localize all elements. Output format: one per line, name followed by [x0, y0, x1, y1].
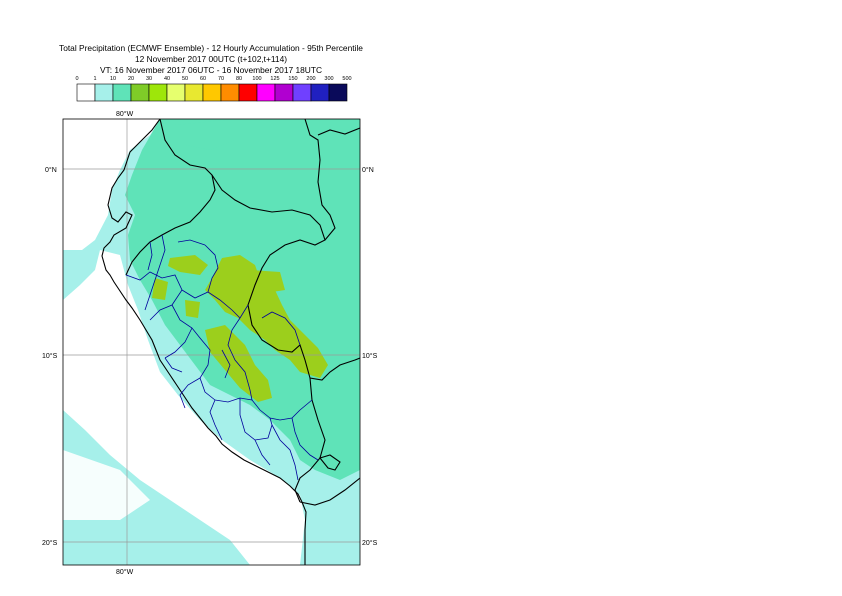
legend-swatch: [274, 83, 294, 102]
legend-swatch: [130, 83, 150, 102]
legend-swatch: [76, 83, 96, 102]
lon-label-bottom: 80°W: [116, 568, 134, 576]
map-title-line-1: Total Precipitation (ECMWF Ensemble) - 1…: [59, 43, 363, 53]
color-legend: 0 1 10 20 30 40 50 60 70 80 100 125 150 200 300 500: [75, 76, 352, 102]
coastlines-and-borders: [101, 119, 360, 565]
legend-level-label: 150: [288, 76, 297, 82]
legend-swatch: [94, 83, 114, 102]
legend-swatch: [328, 83, 348, 102]
map-title-line-3: VT: 16 November 2017 06UTC - 16 November…: [99, 65, 323, 75]
legend-level-label: 100: [252, 76, 261, 82]
legend-swatch: [238, 83, 258, 102]
map-frame: [62, 118, 361, 566]
lat-label-right-20: 20°S: [362, 539, 378, 547]
legend-level-label: 300: [324, 76, 333, 82]
legend-level-label: 70: [218, 76, 224, 82]
lon-label-top: 80°W: [116, 110, 134, 118]
legend-level-label: 80: [236, 76, 242, 82]
moderate-precipitation-patch: [175, 120, 235, 150]
legend-swatch: [148, 83, 168, 102]
legend-level-label: 0: [75, 76, 78, 82]
legend-swatch: [112, 83, 132, 102]
administrative-borders: [125, 234, 319, 481]
legend-swatch: [256, 83, 276, 102]
legend-level-label: 60: [200, 76, 206, 82]
legend-level-label: 500: [342, 76, 351, 82]
legend-swatch: [166, 83, 186, 102]
lat-label-left-0: 0°N: [45, 166, 57, 174]
map-title-line-2: 12 November 2017 00UTC (t+102,t+114): [134, 54, 288, 64]
legend-swatch: [184, 83, 204, 102]
legend-swatch: [220, 83, 240, 102]
legend-level-label: 30: [146, 76, 152, 82]
legend-level-label: 125: [270, 76, 279, 82]
legend-level-label: 40: [164, 76, 170, 82]
legend-swatch: [202, 83, 222, 102]
legend-swatch: [292, 83, 312, 102]
legend-level-label: 1: [93, 76, 96, 82]
lat-label-right-0: 0°N: [362, 166, 374, 174]
graticule: [63, 119, 360, 565]
legend-level-label: 50: [182, 76, 188, 82]
lat-label-left-20: 20°S: [42, 539, 58, 547]
dry-areas: [63, 119, 305, 565]
legend-level-label: 200: [306, 76, 315, 82]
legend-level-label: 10: [110, 76, 116, 82]
lat-label-right-10: 10°S: [362, 352, 378, 360]
legend-level-label: 20: [128, 76, 134, 82]
legend-swatch: [310, 83, 330, 102]
lat-label-left-10: 10°S: [42, 352, 58, 360]
